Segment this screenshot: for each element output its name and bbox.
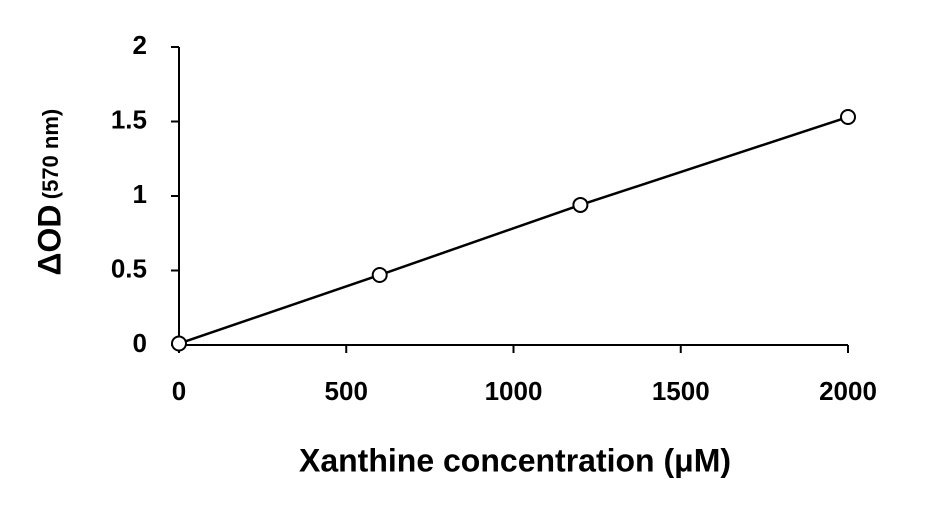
y-tick-label: 2 [133, 30, 147, 60]
x-tick-label: 2000 [819, 376, 877, 406]
y-axis-title-group: ΔOD (570 nm) [31, 109, 67, 276]
y-tick-label: 1 [133, 179, 147, 209]
fit-line [178, 115, 849, 345]
y-axis-unit: (570 nm) [38, 109, 63, 199]
data-point [840, 109, 856, 126]
x-axis-title: Xanthine concentration (μM) [299, 442, 731, 478]
x-tick-label: 0 [172, 376, 186, 406]
data-point [171, 335, 187, 352]
y-tick-label: 1.5 [111, 104, 147, 134]
data-point [572, 196, 589, 213]
y-tick-label: 0.5 [111, 253, 147, 283]
data-point [371, 266, 388, 283]
x-tick-label: 1000 [485, 376, 543, 406]
x-tick-label: 1500 [652, 376, 710, 406]
x-tick-label: 500 [325, 376, 368, 406]
y-axis-title: ΔOD [31, 205, 67, 276]
y-tick-label: 0 [133, 328, 147, 358]
